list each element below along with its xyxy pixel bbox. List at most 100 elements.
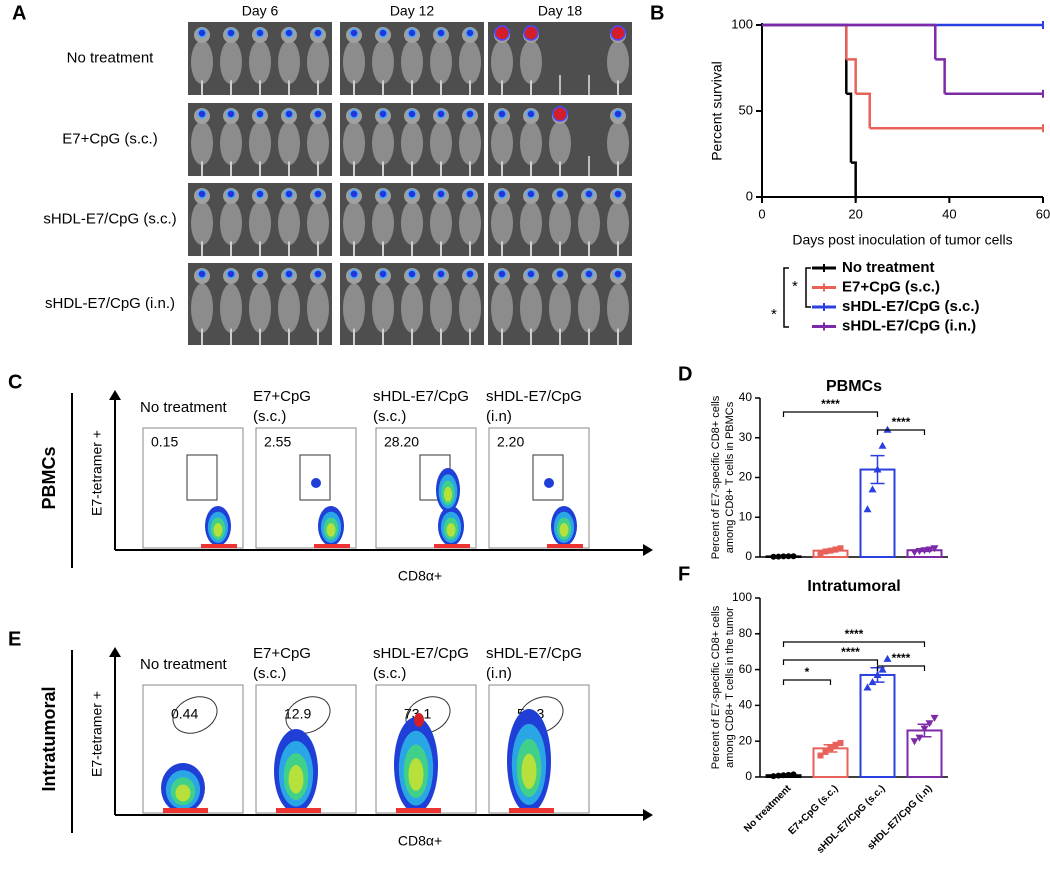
plot-title: sHDL-E7/CpG — [373, 645, 469, 662]
signal-spot — [285, 270, 293, 278]
signal-spot — [408, 190, 416, 198]
y-tick-label: 100 — [731, 16, 753, 31]
mouse-body — [249, 40, 271, 84]
data-point — [838, 545, 844, 551]
axis-label: among CD8+ T cells in the tumor — [724, 607, 736, 768]
mouse-body — [549, 284, 571, 333]
gate-value: 28.20 — [384, 434, 419, 450]
mouse-body — [401, 121, 423, 165]
legend-label: sHDL-E7/CpG (i.n.) — [842, 317, 976, 334]
signal-spot — [408, 110, 416, 118]
significance-bracket — [806, 268, 811, 307]
density-floor — [201, 544, 237, 548]
plot-title: (s.c.) — [373, 408, 406, 425]
signal-spot — [437, 110, 445, 118]
density-contour — [327, 523, 336, 537]
signal-spot — [256, 190, 264, 198]
signal-spot — [379, 190, 387, 198]
arrow-head — [643, 809, 653, 821]
mouse-body — [220, 40, 242, 84]
mouse-body — [307, 201, 329, 245]
signal-spot — [466, 29, 474, 37]
mouse-body — [249, 284, 271, 333]
y-tick-label: 20 — [739, 733, 753, 747]
survival-step — [762, 25, 935, 59]
signal-spot — [350, 190, 358, 198]
signal-spot — [379, 29, 387, 37]
mouse-body — [520, 201, 542, 245]
significance-mark: * — [771, 306, 777, 323]
density-contour — [409, 758, 424, 791]
y-tick-label: 60 — [739, 662, 753, 676]
mouse-body — [307, 284, 329, 333]
signal-spot — [350, 270, 358, 278]
data-point — [869, 485, 877, 492]
plot-title: sHDL-E7/CpG — [486, 645, 582, 662]
mouse-body — [578, 201, 600, 245]
density-contour — [522, 754, 537, 789]
y-tick-label: 0 — [746, 188, 753, 203]
signal-spot — [198, 29, 206, 37]
density-contour — [447, 523, 456, 537]
signal-spot — [527, 270, 535, 278]
column-header: Day 12 — [390, 3, 435, 19]
gate-value: 2.55 — [264, 434, 291, 450]
signal-spot — [256, 110, 264, 118]
mouse-body — [401, 284, 423, 333]
signal-spot — [198, 190, 206, 198]
mouse-body — [372, 121, 394, 165]
signal-spot — [437, 190, 445, 198]
survival-step — [856, 94, 870, 128]
density-floor — [163, 808, 208, 813]
mouse-body — [430, 121, 452, 165]
significance-bracket — [784, 412, 878, 417]
mouse-body — [578, 284, 600, 333]
density-contour — [444, 487, 452, 502]
mouse-body — [430, 284, 452, 333]
axis-label: Percent survival — [709, 61, 725, 161]
panel-label: F — [678, 563, 690, 585]
row-label: sHDL-E7/CpG (s.c.) — [43, 210, 176, 227]
signal-spot — [466, 110, 474, 118]
x-tick-label: 40 — [942, 206, 956, 221]
density-contour — [214, 523, 223, 537]
y-tick-label: 20 — [739, 470, 753, 484]
mouse-body — [220, 201, 242, 245]
side-label: PBMCs — [39, 446, 59, 509]
plot-title: E7+CpG — [253, 645, 311, 662]
significance-bracket — [784, 660, 878, 665]
gate-value: 12.9 — [284, 706, 311, 722]
data-point — [791, 771, 797, 777]
density-floor — [547, 544, 583, 548]
row-label: No treatment — [67, 49, 155, 66]
significance-mark: **** — [892, 415, 911, 429]
plot-title: (s.c.) — [373, 665, 406, 682]
mouse-body — [459, 121, 481, 165]
signal-spot — [285, 190, 293, 198]
signal-spot — [556, 270, 564, 278]
significance-mark: * — [792, 278, 798, 295]
signal-spot — [379, 270, 387, 278]
significance-bracket — [784, 680, 831, 685]
survival-step — [846, 94, 851, 163]
chart-title: PBMCs — [826, 378, 882, 395]
signal-spot — [466, 270, 474, 278]
signal-spot — [256, 270, 264, 278]
significance-mark: **** — [845, 627, 864, 641]
signal-spot — [466, 190, 474, 198]
signal-spot — [350, 29, 358, 37]
axis-label: E7-tetramer + — [89, 430, 105, 516]
mouse-body — [520, 284, 542, 333]
signal-spot — [227, 110, 235, 118]
axis-label: CD8α+ — [398, 833, 442, 849]
signal-spot — [527, 110, 535, 118]
signal-spot — [314, 190, 322, 198]
data-point — [838, 740, 844, 746]
signal-spot — [227, 270, 235, 278]
axis-label: among CD8+ T cells in PBMCs — [724, 401, 736, 553]
signal-spot — [285, 29, 293, 37]
mouse-body — [607, 121, 629, 165]
significance-mark: * — [805, 665, 810, 679]
signal-spot — [408, 29, 416, 37]
